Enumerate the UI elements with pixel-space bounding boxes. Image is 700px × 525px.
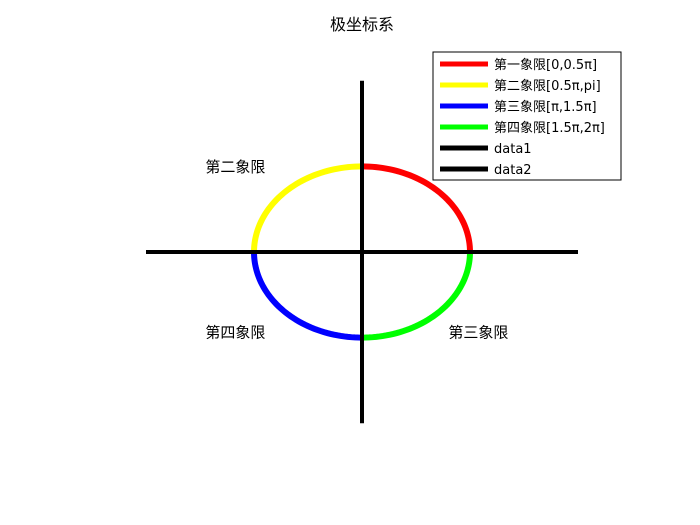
annotation-1: 第二象限 xyxy=(205,158,265,176)
series-3-arc xyxy=(251,251,363,341)
legend-label-6: data2 xyxy=(494,163,532,178)
annotation-2: 第四象限 xyxy=(205,324,265,342)
series-1-arc xyxy=(361,163,473,253)
legend-box xyxy=(432,51,622,181)
legend-label-5: data1 xyxy=(494,142,532,157)
plot-area xyxy=(146,80,578,424)
series-4-arc xyxy=(361,251,473,341)
chart-title: 极坐标系 xyxy=(330,15,394,34)
legend: 第一象限[0,0.5π] 第二象限[0.5π,pi] 第三象限[π,1.5π] 第四象… xyxy=(432,51,622,181)
legend-label-4: 第四象限[1.5π,2π] xyxy=(494,121,605,136)
legend-label-3: 第三象限[π,1.5π] xyxy=(494,100,597,115)
annotation-3: 第三象限 xyxy=(448,324,508,342)
legend-label-2: 第二象限[0.5π,pi] xyxy=(494,79,601,94)
legend-label-1: 第一象限[0,0.5π] xyxy=(494,58,597,73)
series-2-arc xyxy=(251,163,363,253)
